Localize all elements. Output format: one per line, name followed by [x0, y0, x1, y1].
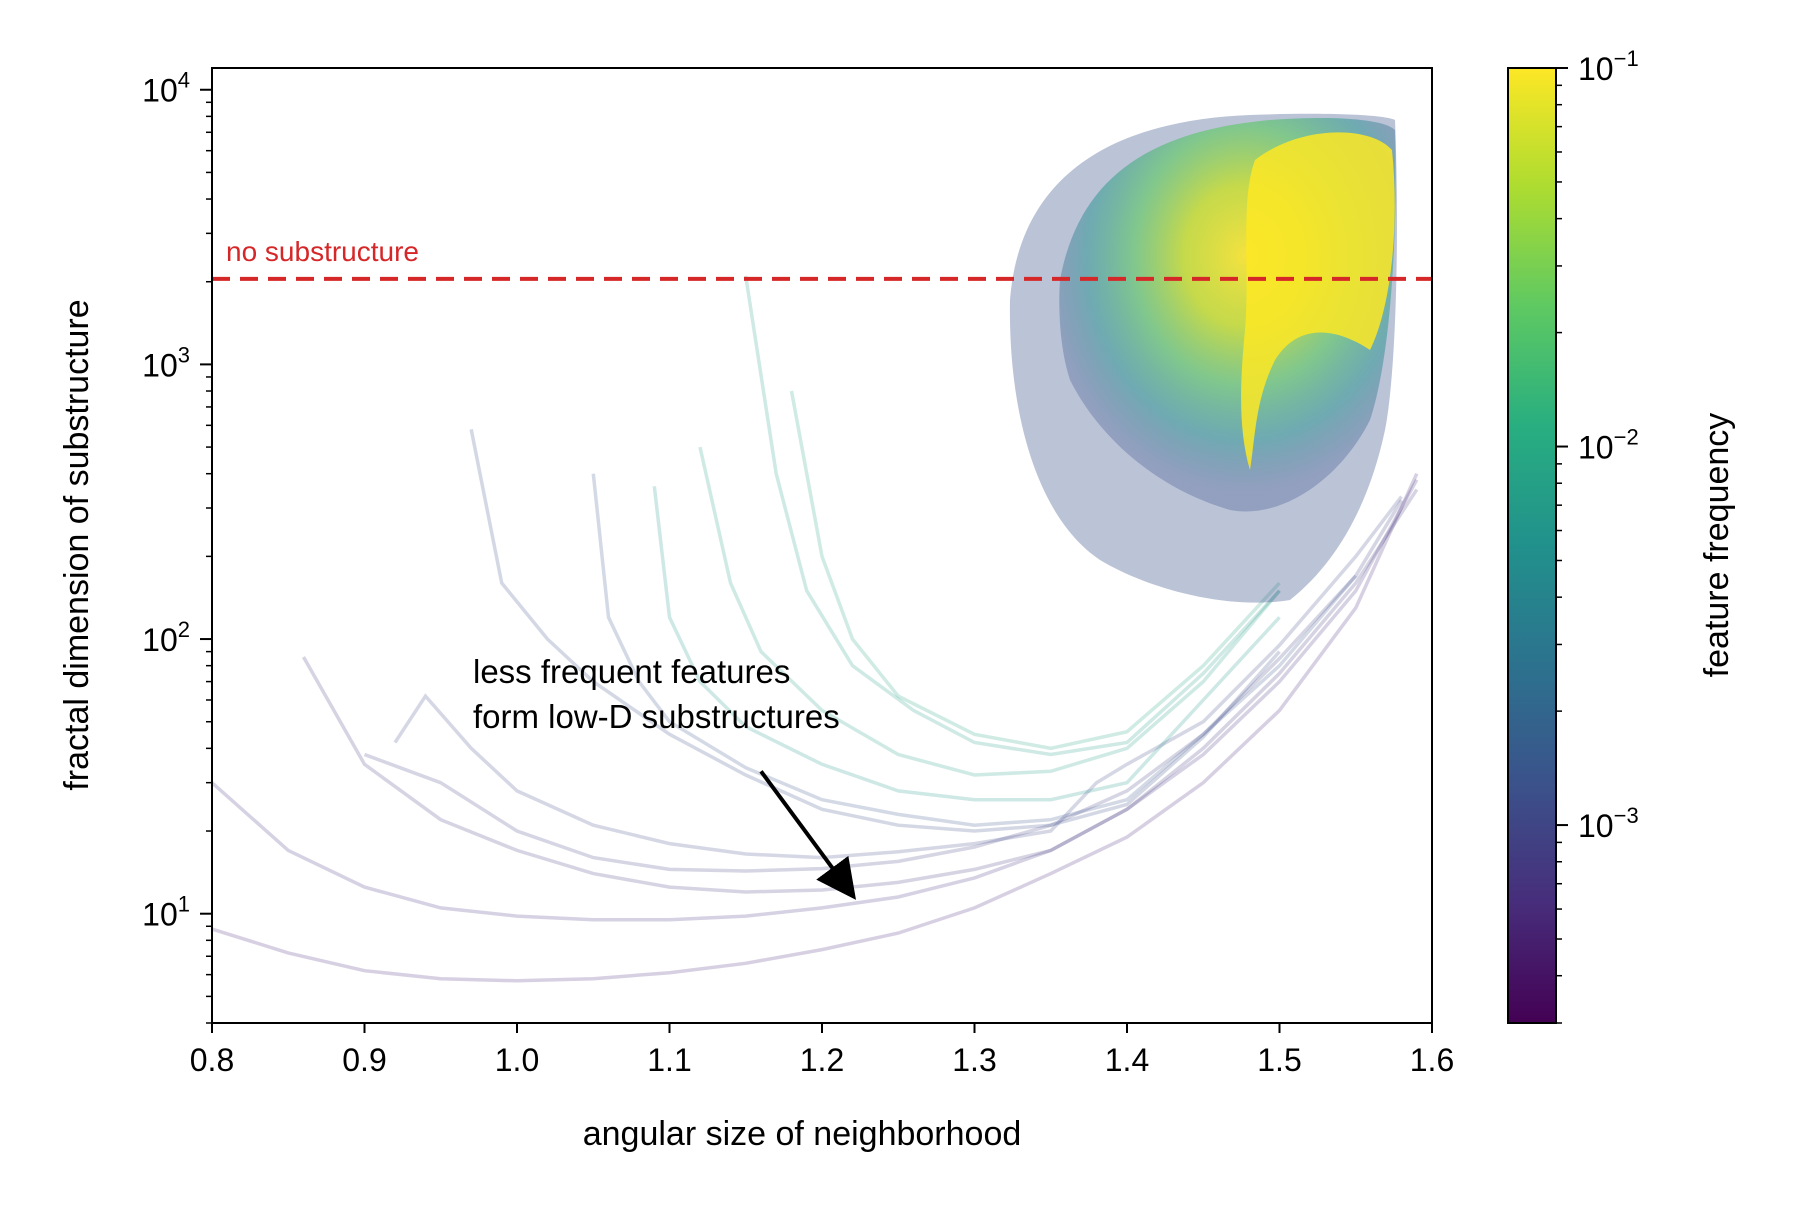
x-axis-label: angular size of neighborhood [583, 1115, 1022, 1153]
y-tick-label: 101 [142, 892, 190, 933]
y-tick-label: 102 [142, 617, 190, 658]
annotation-arrow [759, 770, 857, 900]
series-layer [212, 275, 1419, 983]
annotation-line-2: form low-D substructures [473, 698, 840, 735]
series-line-3 [363, 499, 1403, 873]
x-tick-label: 1.1 [647, 1042, 691, 1078]
x-tick-label: 0.9 [342, 1042, 386, 1078]
x-tick-label: 0.8 [190, 1042, 234, 1078]
series-line-1 [212, 478, 1419, 922]
x-tick-label: 1.4 [1105, 1042, 1149, 1078]
x-tick-label: 1.3 [952, 1042, 996, 1078]
no-substructure-label: no substructure [226, 236, 419, 267]
y-tick-label: 104 [142, 68, 190, 109]
x-tick-label: 1.0 [495, 1042, 539, 1078]
colorbar-tick-label: 10−3 [1578, 803, 1639, 844]
y-tick-label: 103 [142, 342, 190, 383]
series-line-6 [652, 486, 1281, 802]
x-tick-label: 1.2 [800, 1042, 844, 1078]
series-line-8 [789, 390, 1281, 751]
series-line-7 [698, 446, 1281, 777]
series-line-10 [743, 275, 1281, 757]
colorbar-ticks: 10−1 10−2 10−3 [1556, 46, 1639, 1024]
colorbar-tick-label: 10−1 [1578, 46, 1639, 87]
annotation-line-1: less frequent features [473, 653, 790, 690]
series-line-5 [591, 473, 1358, 827]
colorbar-label: feature frequency [1698, 413, 1736, 678]
x-tick-label: 1.6 [1410, 1042, 1454, 1078]
x-axis: 0.8 0.9 1.0 1.1 1.2 1.3 1.4 1.5 1.6 [190, 1023, 1454, 1078]
cloud-core [1241, 132, 1395, 470]
feature-cloud [1009, 113, 1397, 603]
colorbar-tick-label: 10−2 [1578, 425, 1639, 466]
series-line-9 [469, 429, 1281, 833]
y-axis-label: fractal dimension of substructure [58, 299, 96, 790]
colorbar [1507, 67, 1557, 1024]
series-line-4 [393, 495, 1403, 860]
x-tick-label: 1.5 [1257, 1042, 1301, 1078]
series-line-2 [301, 488, 1419, 894]
y-axis: 101 102 103 104 [142, 68, 212, 1024]
series-line-0 [212, 472, 1419, 983]
